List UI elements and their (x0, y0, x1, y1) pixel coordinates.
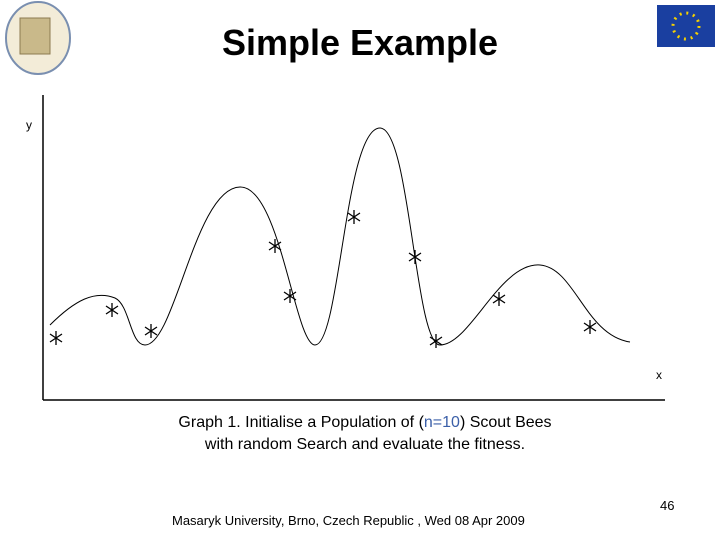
fitness-curve (49, 127, 631, 346)
caption-text: Graph 1. Initialise a Population of ( (178, 414, 424, 431)
page-number: 46 (660, 498, 675, 513)
caption-line: Graph 1. Initialise a Population of (n=1… (0, 412, 720, 434)
caption-highlight: n=10 (423, 414, 460, 431)
x-axis-label: x (656, 368, 662, 382)
slide-title: Simple Example (221, 22, 499, 63)
graph-axes (42, 95, 665, 401)
university-logo (5, 1, 71, 75)
footer: Masaryk University, Brno, Czech Republic… (172, 513, 525, 528)
caption: Graph 1. Initialise a Population of (n=1… (0, 412, 720, 456)
caption-line: with random Search and evaluate the fitn… (204, 436, 526, 453)
y-axis-label: y (26, 118, 32, 132)
eu-flag (657, 5, 715, 47)
caption-text: ) Scout Bees (459, 414, 552, 431)
scout-bees (49, 210, 597, 348)
